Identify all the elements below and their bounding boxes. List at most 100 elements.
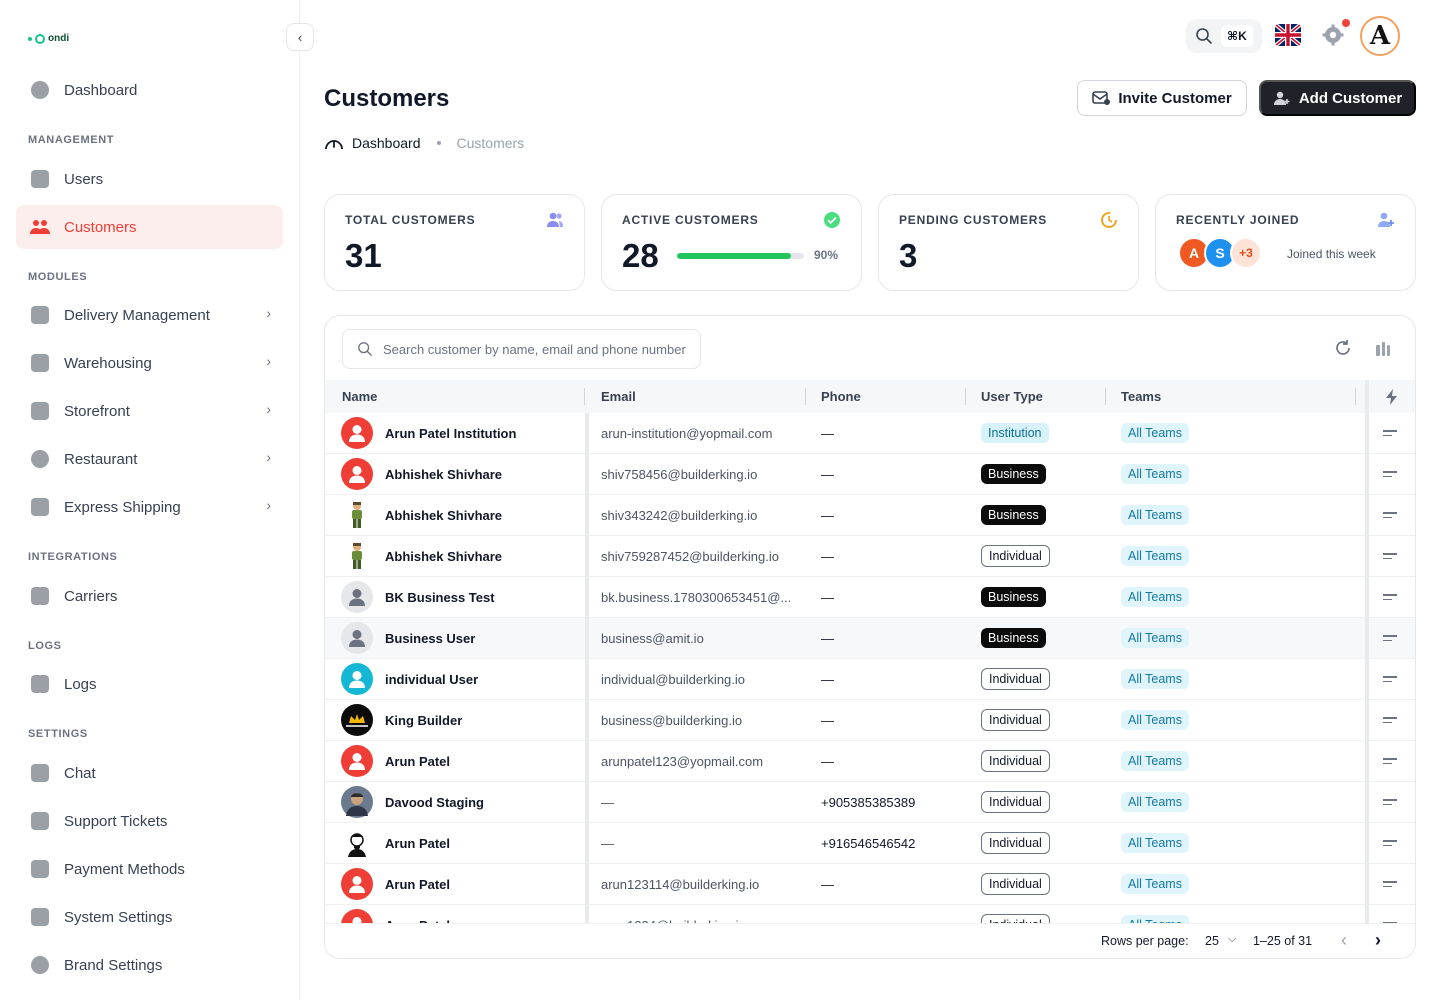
customer-name[interactable]: Business User: [385, 630, 476, 646]
customer-name[interactable]: Arun Patel: [385, 876, 451, 892]
teams-badge: All Teams: [1121, 464, 1189, 484]
column-resize-handle[interactable]: [805, 388, 806, 405]
next-page-button[interactable]: ›: [1375, 930, 1381, 950]
customer-avatar: [341, 827, 373, 859]
stat-card-active-customers: ACTIVE CUSTOMERS 28 90%: [601, 194, 862, 291]
breadcrumb: Dashboard Customers: [324, 134, 524, 152]
row-actions-menu[interactable]: [1383, 823, 1403, 863]
sidebar-item-warehousing[interactable]: Warehousing ›: [16, 341, 283, 385]
columns-toggle-icon[interactable]: [1373, 338, 1393, 358]
sidebar-collapse-button[interactable]: ‹: [286, 23, 314, 51]
column-header-user-type[interactable]: User Type: [981, 389, 1043, 404]
row-actions-menu[interactable]: [1383, 536, 1403, 576]
table-row[interactable]: Arun Patel — +916546546542 Individual All Te…: [325, 823, 1415, 864]
cell-user-type: Business: [981, 495, 1101, 535]
cell-user-type: Individual: [981, 823, 1101, 863]
customer-name[interactable]: Abhishek Shivhare: [385, 507, 503, 523]
sidebar-item-users[interactable]: Users: [16, 157, 283, 201]
sidebar-item-brand-settings[interactable]: Brand Settings: [16, 943, 283, 987]
column-resize-handle[interactable]: [1105, 388, 1106, 405]
sidebar-item-carriers[interactable]: Carriers: [16, 574, 283, 618]
customer-name[interactable]: Abhishek Shivhare: [385, 466, 503, 482]
sidebar-item-logs[interactable]: Logs: [16, 662, 283, 706]
sidebar-item-system-settings[interactable]: System Settings: [16, 895, 283, 939]
row-actions-menu[interactable]: [1383, 782, 1403, 822]
row-actions-menu[interactable]: [1383, 741, 1403, 781]
customers-icon: [30, 217, 50, 237]
row-actions-menu[interactable]: [1383, 495, 1403, 535]
recent-more-count: +3: [1230, 237, 1262, 269]
column-resize-handle[interactable]: [965, 388, 966, 405]
recent-avatar-stack[interactable]: A S +3: [1178, 237, 1262, 269]
refresh-icon[interactable]: [1333, 338, 1353, 358]
row-actions-menu[interactable]: [1383, 618, 1403, 658]
previous-page-button[interactable]: ‹: [1341, 930, 1347, 950]
table-row[interactable]: Abhishek Shivhare shiv343242@builderking.…: [325, 495, 1415, 536]
column-header-name[interactable]: Name: [342, 389, 378, 404]
row-actions-menu[interactable]: [1383, 577, 1403, 617]
table-row[interactable]: Arun Patel arun123114@builderking.io — Indi…: [325, 864, 1415, 905]
rows-per-page-select[interactable]: 25: [1205, 934, 1219, 948]
row-actions-menu[interactable]: [1383, 700, 1403, 740]
invite-customer-button[interactable]: Invite Customer: [1077, 80, 1247, 116]
table-row[interactable]: Arun Patel arun1234@builderking.io — Indivi…: [325, 905, 1415, 924]
stat-card-pending-customers: PENDING CUSTOMERS 3: [878, 194, 1139, 291]
global-search-button[interactable]: ⌘K: [1186, 19, 1262, 53]
row-actions-menu[interactable]: [1383, 413, 1403, 453]
language-uk-flag-icon[interactable]: [1275, 24, 1301, 46]
sidebar-item-express-shipping[interactable]: Express Shipping ›: [16, 485, 283, 529]
breadcrumb-dashboard-link[interactable]: Dashboard: [352, 135, 421, 151]
brand-logo[interactable]: ondi: [28, 33, 69, 44]
sidebar-item-chat[interactable]: Chat: [16, 751, 283, 795]
settings-gear-icon[interactable]: [1322, 24, 1344, 46]
sidebar-item-payment-methods[interactable]: Payment Methods: [16, 847, 283, 891]
cell-phone: —: [821, 548, 834, 564]
table-row[interactable]: King Builder business@builderking.io — Indi…: [325, 700, 1415, 741]
sidebar-item-delivery-management[interactable]: Delivery Management ›: [16, 293, 283, 337]
column-header-phone[interactable]: Phone: [821, 389, 861, 404]
sidebar-item-restaurant[interactable]: Restaurant ›: [16, 437, 283, 481]
sidebar-item-customers[interactable]: Customers: [16, 205, 283, 249]
table-row[interactable]: Davood Staging — +905385385389 Individual Al…: [325, 782, 1415, 823]
sidebar-item-dashboard[interactable]: Dashboard: [16, 68, 283, 112]
table-row[interactable]: Abhishek Shivhare shiv758456@builderking.…: [325, 454, 1415, 495]
customer-name[interactable]: Arun Patel Institution: [385, 425, 517, 441]
table-row[interactable]: BK Business Test bk.business.178030065345…: [325, 577, 1415, 618]
column-header-email[interactable]: Email: [601, 389, 636, 404]
add-customer-button[interactable]: Add Customer: [1259, 80, 1416, 116]
table-row[interactable]: Business User business@amit.io — Business Al…: [325, 618, 1415, 659]
table-row[interactable]: Arun Patel arunpatel123@yopmail.com — Indiv…: [325, 741, 1415, 782]
table-row[interactable]: individual User individual@builderking.io…: [325, 659, 1415, 700]
customer-name[interactable]: BK Business Test: [385, 589, 495, 605]
bank-icon: [30, 859, 50, 879]
row-actions-menu[interactable]: [1383, 864, 1403, 904]
user-avatar[interactable]: A: [1360, 16, 1400, 56]
column-header-teams[interactable]: Teams: [1121, 389, 1162, 404]
customer-name[interactable]: King Builder: [385, 712, 463, 728]
dashboard-icon: [30, 80, 50, 100]
customer-search-box[interactable]: [342, 329, 701, 369]
customer-avatar: [341, 540, 373, 572]
customer-name[interactable]: Davood Staging: [385, 794, 484, 810]
table-row[interactable]: Abhishek Shivhare shiv759287452@builderki…: [325, 536, 1415, 577]
row-actions-menu[interactable]: [1383, 659, 1403, 699]
customer-name[interactable]: Abhishek Shivhare: [385, 548, 503, 564]
column-resize-handle[interactable]: [584, 388, 585, 405]
cell-name: Abhishek Shivhare: [341, 536, 581, 576]
column-resize-handle[interactable]: [1355, 388, 1356, 405]
sidebar-item-storefront[interactable]: Storefront ›: [16, 389, 283, 433]
cell-name: Arun Patel Institution: [341, 413, 581, 453]
column-header-actions[interactable]: [1385, 380, 1399, 413]
customer-name[interactable]: Arun Patel: [385, 835, 451, 851]
customer-search-input[interactable]: [383, 341, 688, 357]
table-row[interactable]: Arun Patel Institution arun-institution@y…: [325, 413, 1415, 454]
chevron-down-icon[interactable]: ⌵: [1228, 933, 1237, 945]
customer-name[interactable]: individual User: [385, 671, 479, 687]
customer-name[interactable]: Arun Patel: [385, 753, 451, 769]
cell-phone: +905385385389: [821, 794, 916, 810]
clock-pending-icon: [1101, 212, 1117, 228]
customer-name[interactable]: Arun Patel: [385, 918, 450, 924]
row-actions-menu[interactable]: [1383, 454, 1403, 494]
row-actions-menu[interactable]: [1383, 905, 1403, 923]
sidebar-item-support-tickets[interactable]: Support Tickets: [16, 799, 283, 843]
